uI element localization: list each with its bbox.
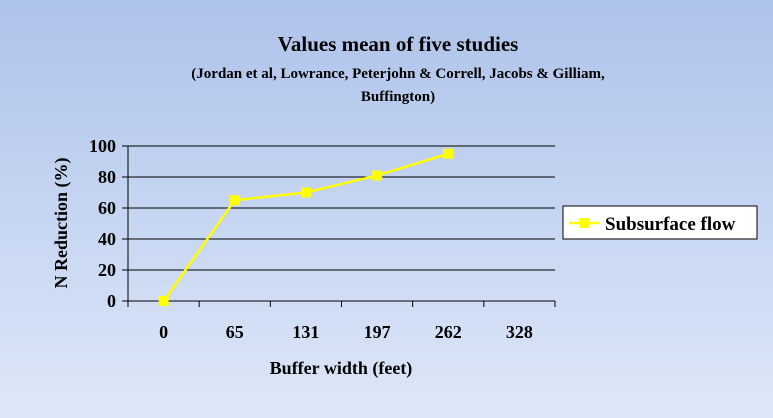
data-point xyxy=(443,148,454,159)
chart-subtitle-line-1: (Jordan et al, Lowrance, Peterjohn & Cor… xyxy=(191,66,605,82)
data-point xyxy=(158,296,169,306)
x-tick-label: 262 xyxy=(435,322,462,342)
y-axis-title: N Reduction (%) xyxy=(51,158,72,289)
x-tick-label: 328 xyxy=(506,322,533,342)
legend: Subsurface flow xyxy=(562,205,758,240)
x-tick-label: 197 xyxy=(364,322,391,342)
data-point xyxy=(229,195,240,206)
legend-marker xyxy=(579,218,590,228)
legend-label: Subsurface flow xyxy=(605,214,736,235)
x-tick-label: 65 xyxy=(226,322,244,342)
y-tick-label: 20 xyxy=(98,260,116,280)
x-tick-label: 0 xyxy=(159,322,168,342)
y-tick-label: 100 xyxy=(89,136,116,156)
data-point xyxy=(372,170,383,181)
x-tick-label: 131 xyxy=(292,322,319,342)
series-group xyxy=(158,148,454,306)
chart-subtitle-line-2: Buffington) xyxy=(361,89,435,105)
series-line-0 xyxy=(162,152,449,302)
x-axis-title: Buffer width (feet) xyxy=(270,358,413,379)
y-tick-labels: 0 20 40 60 80 100 xyxy=(89,136,116,311)
y-tick-label: 40 xyxy=(98,229,116,249)
y-tick-label: 60 xyxy=(98,198,116,218)
chart-title: Values mean of five studies xyxy=(278,32,519,56)
x-tick-labels: 0 65 131 197 262 328 xyxy=(159,322,533,342)
axes xyxy=(122,145,556,307)
y-tick-label: 80 xyxy=(98,167,116,187)
gridlines xyxy=(128,145,555,271)
data-point xyxy=(300,187,311,198)
y-tick-label: 0 xyxy=(107,291,116,311)
